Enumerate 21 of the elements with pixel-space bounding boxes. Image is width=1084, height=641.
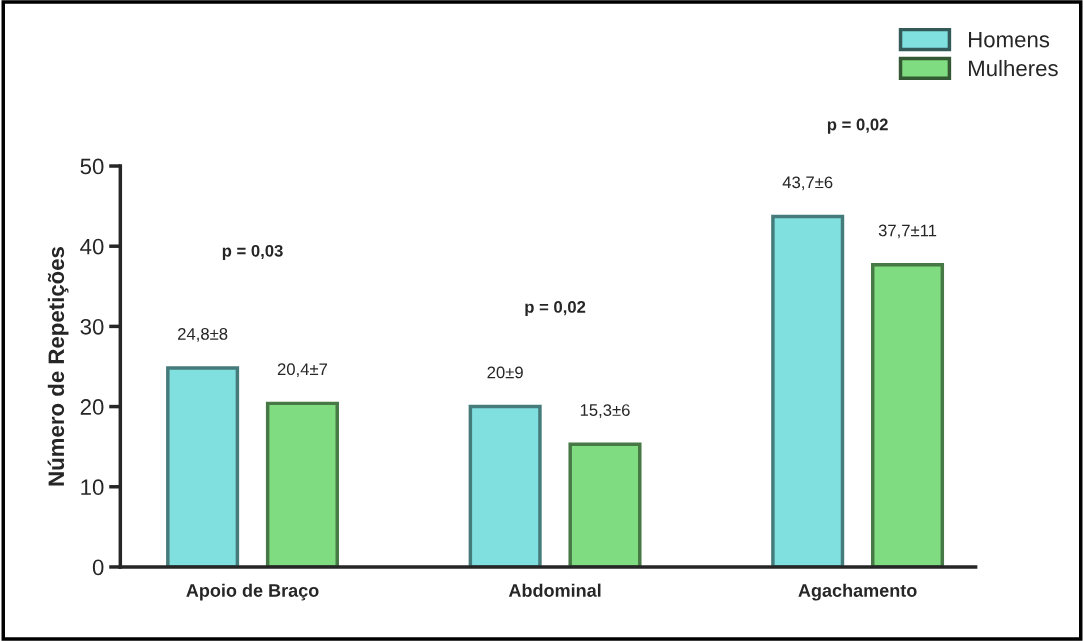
y-tick-label: 0 (92, 559, 104, 576)
y-axis-title: Número de Repetições (47, 246, 69, 486)
data-label: 20±9 (487, 366, 523, 379)
y-tick-label: 50 (80, 158, 104, 175)
y-tick-label: 40 (80, 238, 104, 255)
data-label: 20,4±7 (277, 363, 328, 378)
x-tick-label: Apoio de Braço (186, 583, 319, 601)
data-label: 43,7±6 (782, 176, 833, 191)
data-label: 37,7±11 (878, 224, 937, 239)
annotation: p = 0,03 (222, 244, 283, 260)
data-label: 15,3±6 (580, 404, 630, 418)
y-tick-label: 30 (80, 318, 104, 335)
data-label: 24,8±8 (178, 328, 228, 342)
x-tick-label: Abdominal (508, 583, 601, 597)
legend-label: Mulheres (969, 59, 1058, 77)
y-tick-label: 20 (80, 399, 104, 415)
text: p = 0,02 (827, 118, 888, 134)
y-tick-label: 10 (81, 479, 104, 496)
annotation: p = 0,02 (525, 301, 586, 317)
x-tick-label: Agachamento (798, 583, 917, 601)
legend-label: Homens (969, 31, 1050, 48)
